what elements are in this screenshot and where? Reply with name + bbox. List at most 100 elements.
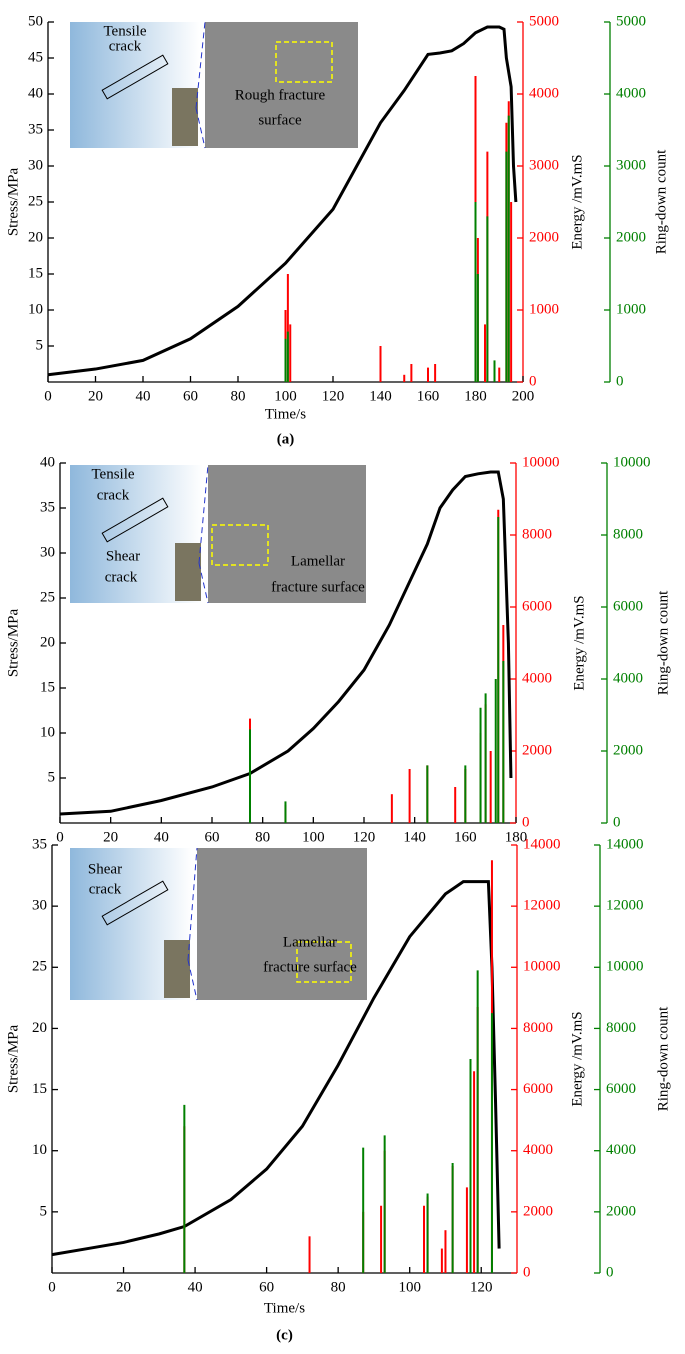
crack-band <box>101 54 169 100</box>
x-tick-label: 20 <box>103 829 118 845</box>
y3-tick-label: 2000 <box>613 742 643 758</box>
y-axis-label: Stress/MPa <box>5 167 21 236</box>
y-tick-label: 15 <box>28 265 43 281</box>
y2-tick-label: 10000 <box>522 454 560 470</box>
x-tick-label: 80 <box>255 829 270 845</box>
y3-tick-label: 6000 <box>606 1081 636 1097</box>
y3-tick-label: 0 <box>616 373 624 389</box>
annotation: crack <box>97 487 130 503</box>
y3-tick-label: 0 <box>613 814 621 830</box>
y-axis-label: Stress/MPa <box>5 608 21 677</box>
x-tick-label: 20 <box>88 388 103 404</box>
y3-axis-label: Ring-down count <box>655 1006 671 1111</box>
x-tick-label: 0 <box>56 829 64 845</box>
y3-tick-label: 14000 <box>606 836 644 852</box>
y-tick-label: 10 <box>28 301 43 317</box>
x-tick-label: 120 <box>470 1279 493 1295</box>
x-tick-label: 200 <box>512 388 535 404</box>
x-tick-label: 120 <box>353 829 376 845</box>
x-tick-label: 60 <box>205 829 220 845</box>
highlight-box <box>211 524 269 566</box>
stress-curve <box>47 25 518 377</box>
y3-tick-label: 10000 <box>606 959 644 975</box>
y-tick-label: 5 <box>48 769 56 785</box>
annotation: surface <box>258 112 302 128</box>
x-tick-label: 100 <box>398 1279 421 1295</box>
y2-tick-label: 2000 <box>529 229 559 245</box>
x-tick-label: 180 <box>464 388 487 404</box>
y-tick-label: 25 <box>28 193 43 209</box>
y3-tick-label: 4000 <box>613 670 643 686</box>
specimen <box>172 88 198 146</box>
y-tick-label: 35 <box>28 121 43 137</box>
y-tick-label: 30 <box>32 898 47 914</box>
x-tick-label: 0 <box>48 1279 56 1295</box>
annotation: Tensile <box>91 466 134 482</box>
annotation: crack <box>109 38 142 54</box>
y-tick-label: 10 <box>40 724 55 740</box>
annotation: crack <box>105 569 138 585</box>
stress-curve <box>59 470 513 816</box>
inset-sem <box>197 848 367 1000</box>
panel-label: (c) <box>276 1327 293 1343</box>
y2-tick-label: 0 <box>523 1264 531 1280</box>
y2-axis-label: Energy /mV.mS <box>571 595 587 690</box>
y-tick-label: 20 <box>28 229 43 245</box>
highlight-box <box>275 41 333 83</box>
y3-tick-label: 2000 <box>606 1203 636 1219</box>
y-tick-label: 40 <box>28 85 43 101</box>
annotation: Shear <box>88 861 122 877</box>
y-tick-label: 25 <box>40 589 55 605</box>
x-tick-label: 80 <box>331 1279 346 1295</box>
y3-tick-label: 8000 <box>613 526 643 542</box>
y3-tick-label: 6000 <box>613 598 643 614</box>
y3-tick-label: 1000 <box>616 301 646 317</box>
y2-tick-label: 0 <box>522 814 530 830</box>
zoom-line <box>198 562 209 604</box>
x-tick-label: 80 <box>231 388 246 404</box>
annotation: fracture surface <box>263 959 357 975</box>
x-tick-label: 0 <box>44 388 52 404</box>
y2-tick-label: 8000 <box>523 1020 553 1036</box>
specimen <box>164 940 190 998</box>
y-tick-label: 5 <box>36 337 44 353</box>
inset-sem <box>208 465 366 603</box>
y2-tick-label: 2000 <box>522 742 552 758</box>
x-tick-label: 100 <box>274 388 297 404</box>
x-tick-label: 40 <box>188 1279 203 1295</box>
x-tick-label: 160 <box>454 829 477 845</box>
x-tick-label: 40 <box>154 829 169 845</box>
y2-tick-label: 4000 <box>523 1142 553 1158</box>
annotation: Lamellar <box>283 934 337 950</box>
zoom-line <box>198 464 209 564</box>
y-tick-label: 50 <box>28 13 43 29</box>
y3-tick-label: 0 <box>606 1264 614 1280</box>
y2-tick-label: 6000 <box>522 598 552 614</box>
x-tick-label: 20 <box>116 1279 131 1295</box>
annotation: Shear <box>106 548 140 564</box>
y-axis-label: Stress/MPa <box>5 1024 21 1093</box>
y2-tick-label: 8000 <box>522 526 552 542</box>
y3-tick-label: 4000 <box>616 85 646 101</box>
annotation: Tensile <box>103 23 146 39</box>
x-tick-label: 60 <box>259 1279 274 1295</box>
y2-tick-label: 4000 <box>529 85 559 101</box>
y2-axis-label: Energy /mV.mS <box>569 154 585 249</box>
y2-tick-label: 6000 <box>523 1081 553 1097</box>
x-tick-label: 60 <box>183 388 198 404</box>
y-tick-label: 45 <box>28 49 43 65</box>
x-tick-label: 140 <box>403 829 426 845</box>
x-axis-label: Time/s <box>265 406 306 422</box>
x-tick-label: 180 <box>505 829 528 845</box>
y-tick-label: 20 <box>32 1020 47 1036</box>
y3-tick-label: 8000 <box>606 1020 636 1036</box>
y2-tick-label: 2000 <box>523 1203 553 1219</box>
y2-tick-label: 4000 <box>522 670 552 686</box>
y2-tick-label: 10000 <box>523 959 561 975</box>
y3-tick-label: 2000 <box>616 229 646 245</box>
y2-tick-label: 0 <box>529 373 537 389</box>
annotation: Lamellar <box>291 553 345 569</box>
y-tick-label: 10 <box>32 1142 47 1158</box>
crack-band <box>101 880 169 926</box>
y2-tick-label: 14000 <box>523 836 561 852</box>
